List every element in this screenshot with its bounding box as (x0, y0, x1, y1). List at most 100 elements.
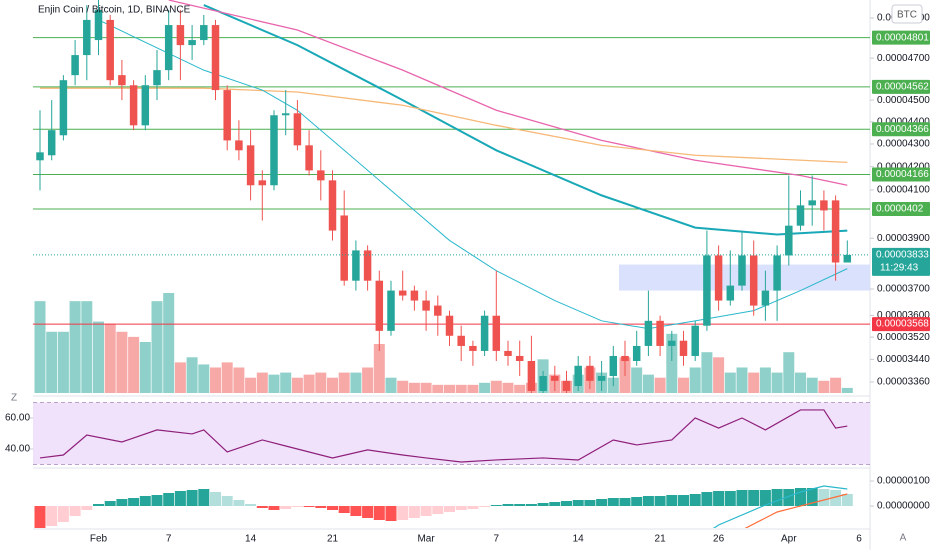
candle-body (387, 290, 395, 331)
volume-bar (315, 372, 327, 393)
candle-body (808, 200, 816, 206)
candle-body (796, 205, 805, 226)
candle-body (480, 315, 489, 351)
candle-body (141, 85, 150, 126)
macd-histogram-bar (93, 504, 104, 506)
volume-bar (268, 374, 280, 393)
volume-bar (128, 336, 140, 393)
macd-histogram-bar (724, 491, 736, 506)
x-tick-label: 6 (856, 534, 862, 545)
price-pane (33, 0, 870, 393)
candle-body (773, 255, 781, 291)
macd-histogram-bar (373, 506, 385, 520)
candle-body (235, 140, 243, 151)
macd-histogram-bar (221, 496, 233, 506)
volume-bar (46, 331, 58, 393)
macd-histogram-bar (537, 503, 549, 506)
level-label: 0.0000402 (876, 204, 924, 215)
macd-histogram-bar (350, 506, 362, 516)
last-price-box (872, 247, 930, 276)
level-label-box (872, 201, 930, 216)
candle-body (200, 25, 208, 41)
macd-histogram-bar (607, 498, 619, 506)
candle-body (305, 145, 313, 171)
candle-body (352, 250, 360, 281)
macd-histogram-bar (233, 500, 245, 506)
candle-body (410, 290, 419, 301)
volume-bar (818, 380, 830, 393)
macd-histogram-bar (34, 506, 46, 528)
macd-histogram-bar (444, 506, 455, 512)
volume-bar (759, 367, 771, 393)
candle-body (656, 320, 664, 346)
candle-body (679, 340, 688, 356)
moving-average (168, 0, 848, 186)
candle-body (668, 340, 676, 346)
candle-body (422, 300, 430, 311)
macd-histogram-bar (830, 490, 842, 506)
level-label-box (872, 79, 930, 94)
volume-bar (303, 374, 315, 393)
currency: BTC (897, 10, 917, 21)
level-label-box (872, 30, 930, 45)
countdown: 11:29:43 (880, 263, 919, 274)
macd-histogram-bar (408, 506, 420, 518)
volume-bar (841, 387, 853, 393)
macd-histogram-bar (514, 504, 526, 506)
macd-line (744, 493, 848, 528)
level-label-box (872, 122, 930, 137)
macd-histogram-bar (490, 505, 502, 506)
x-tick-label: 21 (327, 534, 339, 545)
macd-tick-label: 0.00000100 (877, 476, 930, 487)
candle-body (551, 376, 559, 381)
y-tick-label: 0.00004400 (877, 116, 930, 127)
volume-bar (291, 377, 303, 393)
volume-bar (514, 384, 526, 393)
candle-body (738, 255, 746, 286)
control[interactable]: Z (11, 393, 17, 404)
candle-body (761, 290, 770, 306)
volume-bar (57, 331, 69, 393)
macd-histogram-bar (291, 506, 303, 507)
macd-histogram-bar (619, 498, 631, 506)
volume-bar (771, 372, 783, 393)
candle-body (445, 315, 454, 336)
candle-body (644, 320, 653, 346)
chart-title: Enjin Coin / Bitcoin, 1D, BINANCE (38, 5, 191, 16)
candle-body (820, 200, 828, 211)
y-tick-label: 0.00004300 (877, 139, 930, 150)
macd-histogram-bar (198, 489, 210, 506)
macd-histogram-bar (397, 506, 409, 520)
macd-histogram-bar (642, 496, 654, 506)
candle-body (703, 255, 711, 326)
currency-badge[interactable] (891, 4, 923, 24)
x-tick-label: 21 (655, 534, 667, 545)
candle-body (726, 285, 735, 301)
volume-bar (490, 380, 502, 393)
candle-body (398, 290, 407, 296)
volume-bar (186, 357, 198, 393)
control[interactable]: A (900, 533, 907, 544)
candle-body (375, 280, 384, 331)
candle-body (785, 225, 793, 256)
macd-histogram-bar (315, 506, 327, 508)
x-tick-label: Apr (781, 534, 797, 545)
volume-bar (748, 372, 760, 393)
macd-histogram-bar (713, 491, 725, 506)
volume-bar (81, 301, 93, 393)
macd-histogram-bar (420, 506, 432, 516)
volume-bar (397, 380, 409, 393)
macd-histogram-bar (771, 489, 783, 506)
volume-bar (385, 377, 397, 393)
y-tick-label: 0.00004200 (877, 161, 930, 172)
rsi-tick-label: 40.00 (5, 444, 30, 455)
candle-body (176, 25, 185, 46)
x-tick-label: Feb (90, 534, 108, 545)
candle-body (118, 75, 126, 86)
volume-bar (432, 384, 444, 393)
candle-body (691, 325, 699, 356)
macd-histogram-bar (759, 490, 771, 506)
volume-bar (362, 367, 374, 393)
volume-bar (713, 357, 725, 393)
macd-histogram-bar (596, 499, 608, 506)
